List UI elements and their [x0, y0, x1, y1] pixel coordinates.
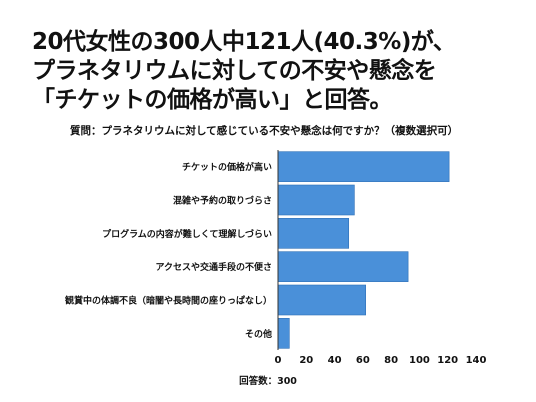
bar — [277, 251, 409, 282]
category-label: 観賞中の体調不良（暗闇や長時間の座りっぱなし） — [65, 295, 272, 307]
category-label: アクセスや交通手段の不便さ — [155, 261, 272, 273]
headline-line-2: プラネタリウムに対しての不安や懸念を — [32, 58, 437, 84]
x-tick-label: 80 — [384, 355, 398, 366]
x-tick-label: 20 — [299, 355, 313, 366]
headline: 20代女性の300人中121人(40.3%)が、 プラネタリウムに対しての不安や… — [32, 28, 522, 115]
x-tick-label: 0 — [275, 355, 282, 366]
bar — [277, 318, 290, 349]
bar — [277, 284, 366, 316]
response-count: 回答数：300 — [239, 376, 297, 387]
x-tick-label: 60 — [356, 355, 370, 366]
headline-line-1: 20代女性の300人中121人(40.3%)が、 — [32, 29, 456, 55]
x-tick-label: 100 — [409, 355, 430, 366]
x-tick-label: 120 — [437, 355, 458, 366]
category-label: 混雑や予約の取りづらさ — [173, 195, 272, 207]
x-tick-label: 140 — [466, 355, 487, 366]
category-label: その他 — [245, 328, 272, 340]
bar — [277, 151, 450, 182]
x-tick-label: 40 — [328, 355, 342, 366]
category-label: プログラムの内容が難しくて理解しづらい — [102, 228, 272, 240]
headline-line-3: 「チケットの価格が高い」と回答。 — [32, 87, 393, 113]
survey-question: 質問：プラネタリウムに対して感じている不安や懸念は何ですか？（複数選択可） — [70, 125, 459, 137]
bar — [277, 218, 350, 249]
bar — [277, 184, 355, 216]
category-label: チケットの価格が高い — [182, 161, 272, 173]
